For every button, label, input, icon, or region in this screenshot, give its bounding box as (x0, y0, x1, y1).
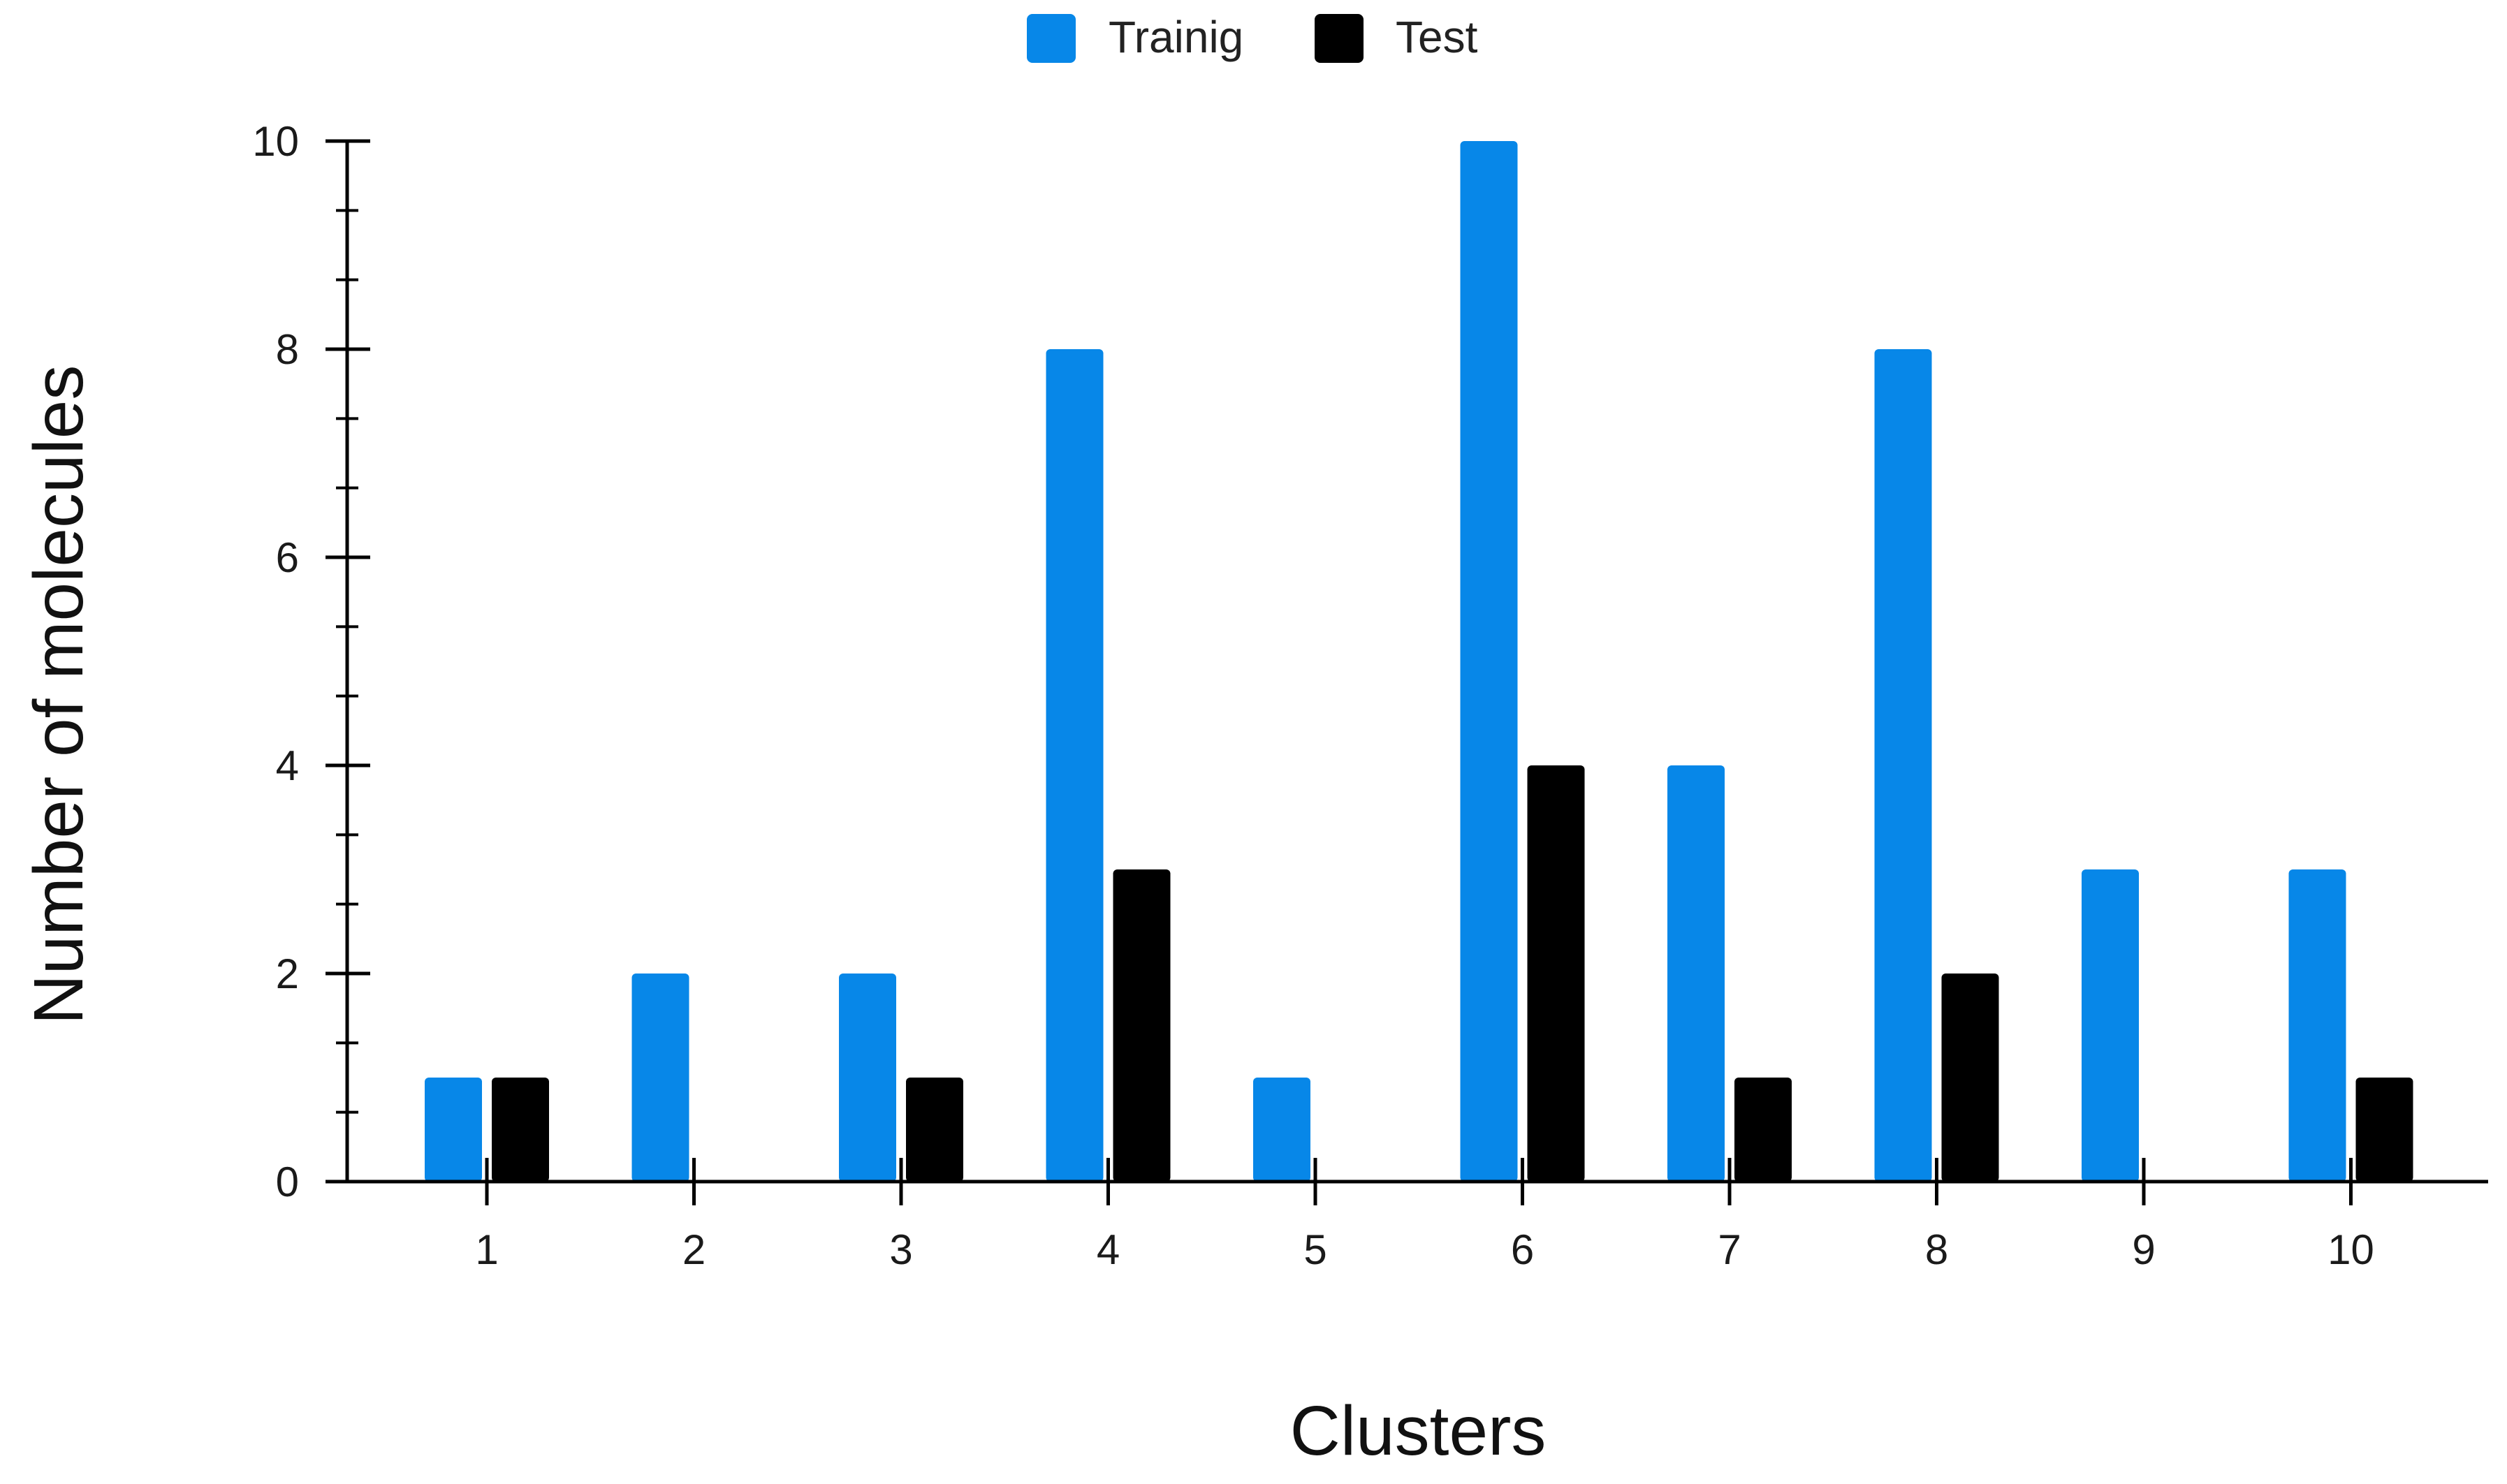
legend-swatch-trainig (1027, 14, 1076, 63)
x-tick-label: 1 (475, 1226, 498, 1273)
bar-trainig-3 (839, 974, 896, 1182)
x-tick-label: 7 (1718, 1226, 1741, 1273)
bar-trainig-7 (1667, 765, 1725, 1182)
x-tick-label: 10 (2327, 1226, 2374, 1273)
bar-test-8 (1941, 974, 1999, 1182)
bar-test-10 (2355, 1078, 2413, 1182)
bar-trainig-5 (1253, 1078, 1310, 1182)
legend-swatch-test (1315, 14, 1364, 63)
bar-test-7 (1734, 1078, 1792, 1182)
bar-trainig-8 (1874, 349, 1932, 1182)
x-tick-label: 3 (889, 1226, 912, 1273)
bar-trainig-10 (2288, 869, 2346, 1182)
legend-label-trainig: Trainig (1109, 12, 1243, 62)
bar-test-6 (1527, 765, 1585, 1182)
x-tick-label: 6 (1511, 1226, 1534, 1273)
x-axis-title: Clusters (1290, 1392, 1547, 1470)
bar-test-1 (492, 1078, 549, 1182)
y-tick-label: 4 (276, 742, 299, 789)
legend: Trainig Test (1027, 12, 1478, 63)
y-tick-label: 6 (276, 534, 299, 581)
x-tick-label: 5 (1303, 1226, 1326, 1273)
bar-trainig-4 (1046, 349, 1104, 1182)
y-tick-label: 2 (276, 950, 299, 997)
y-tick-label: 10 (252, 118, 299, 165)
y-tick-label: 0 (276, 1159, 299, 1205)
bar-trainig-6 (1460, 141, 1518, 1182)
y-tick-label: 8 (276, 326, 299, 373)
bar-trainig-1 (425, 1078, 482, 1182)
x-tick-label: 2 (682, 1226, 706, 1273)
bar-trainig-2 (631, 974, 689, 1182)
x-tick-label: 4 (1097, 1226, 1120, 1273)
x-tick-label: 9 (2132, 1226, 2155, 1273)
bars (425, 141, 2413, 1182)
bar-test-4 (1113, 869, 1171, 1182)
y-axis-title: Number of molecules (20, 365, 98, 1025)
bar-trainig-9 (2082, 869, 2139, 1182)
legend-label-test: Test (1396, 12, 1478, 62)
bar-test-3 (906, 1078, 963, 1182)
x-tick-label: 8 (1925, 1226, 1948, 1273)
